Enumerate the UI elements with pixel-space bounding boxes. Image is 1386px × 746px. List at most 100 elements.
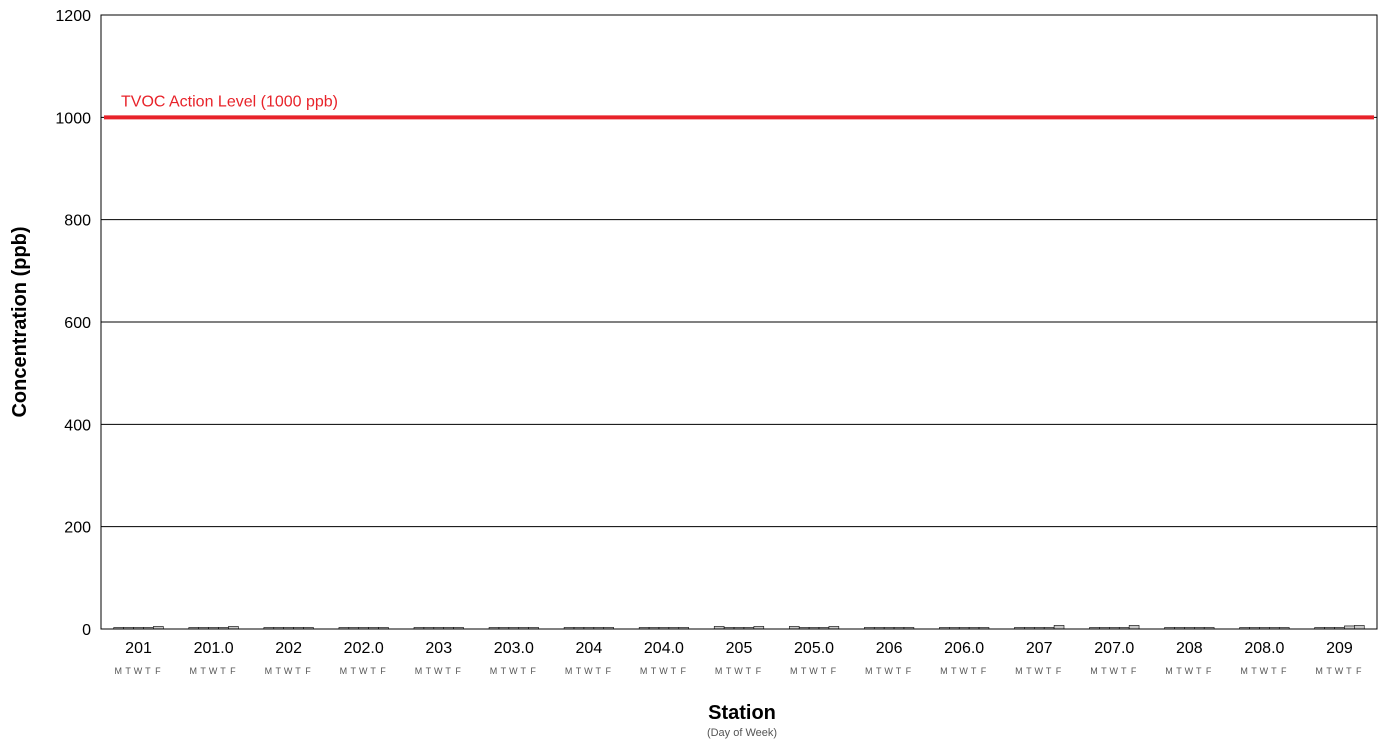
x-day-label: M [940, 666, 949, 676]
y-tick-label: 400 [64, 417, 91, 434]
x-day-label: F [230, 666, 237, 676]
x-day-label: F [1281, 666, 1288, 676]
x-category-label: 207.0 [1094, 640, 1134, 657]
x-category-label: 201 [125, 640, 152, 657]
x-day-label: F [1056, 666, 1063, 676]
x-day-label: F [1356, 666, 1363, 676]
x-day-label: T [671, 666, 678, 676]
x-day-label: F [530, 666, 537, 676]
x-day-label: M [1090, 666, 1099, 676]
x-day-label: T [876, 666, 883, 676]
x-day-label: T [1121, 666, 1128, 676]
x-day-label: M [1240, 666, 1249, 676]
x-day-label: M [415, 666, 424, 676]
x-day-label: W [659, 666, 669, 676]
x-day-label: F [380, 666, 387, 676]
bar [1053, 625, 1065, 630]
reference-line-label: TVOC Action Level (1000 ppb) [121, 93, 338, 110]
y-tick-labels: 0 200 400 600 800 1000 1200 [55, 8, 91, 639]
x-day-label: W [359, 666, 369, 676]
x-day-label: T [821, 666, 828, 676]
x-day-label: W [1110, 666, 1120, 676]
x-day-label: W [1185, 666, 1195, 676]
x-category-label: 205 [726, 640, 753, 657]
x-day-label: T [726, 666, 733, 676]
x-day-label: T [1271, 666, 1278, 676]
x-category-label: 205.0 [794, 640, 834, 657]
x-day-label: T [1196, 666, 1203, 676]
x-day-label: M [265, 666, 274, 676]
bar [1128, 625, 1140, 630]
x-category-label: 209 [1326, 640, 1353, 657]
y-axis-title: Concentration (ppb) [9, 226, 31, 417]
x-day-label: T [1326, 666, 1333, 676]
x-day-label: F [681, 666, 688, 676]
x-day-label: T [220, 666, 227, 676]
x-day-label: M [1315, 666, 1324, 676]
x-day-label: M [1015, 666, 1024, 676]
y-tick-label: 1000 [55, 110, 91, 127]
x-category-label: 204 [576, 640, 603, 657]
x-day-label: T [596, 666, 603, 676]
x-day-label: T [295, 666, 302, 676]
x-day-label: T [1346, 666, 1353, 676]
x-day-label: M [190, 666, 199, 676]
y-tick-label: 800 [64, 213, 91, 230]
x-day-label: T [445, 666, 452, 676]
x-category-label: 206 [876, 640, 903, 657]
y-tick-label: 0 [82, 622, 91, 639]
x-category-label: 203 [425, 640, 452, 657]
x-category-labels: 201 201.0 202 202.0 203 203.0 204 204.0 205 205.0… [125, 640, 1353, 657]
y-tick-label: 1200 [55, 8, 91, 25]
x-day-label: M [640, 666, 649, 676]
x-day-label: T [1046, 666, 1053, 676]
x-category-label: 207 [1026, 640, 1053, 657]
x-day-label: M [790, 666, 799, 676]
x-day-label: T [1176, 666, 1183, 676]
x-axis-title: Station [708, 702, 776, 724]
x-day-label: F [1206, 666, 1213, 676]
x-day-label: W [809, 666, 819, 676]
x-day-label: W [959, 666, 969, 676]
x-day-label: T [145, 666, 152, 676]
x-day-label: F [1131, 666, 1138, 676]
x-day-label: M [490, 666, 499, 676]
x-day-label: M [715, 666, 724, 676]
x-day-label: T [1101, 666, 1108, 676]
x-day-label: F [455, 666, 462, 676]
x-category-label: 202.0 [344, 640, 384, 657]
x-day-label: F [981, 666, 988, 676]
x-day-label: W [509, 666, 519, 676]
y-tick-label: 600 [64, 315, 91, 332]
x-day-label: T [896, 666, 903, 676]
x-day-label: T [200, 666, 207, 676]
x-category-label: 204.0 [644, 640, 684, 657]
x-day-label: T [275, 666, 282, 676]
x-category-label: 203.0 [494, 640, 534, 657]
x-day-label: T [351, 666, 358, 676]
x-day-label: W [1335, 666, 1345, 676]
x-category-label: 208.0 [1244, 640, 1284, 657]
x-day-label: T [801, 666, 808, 676]
plot-area [100, 14, 1378, 630]
x-day-label: T [1251, 666, 1258, 676]
x-day-label: T [651, 666, 658, 676]
x-category-label: 201.0 [194, 640, 234, 657]
x-day-label: W [284, 666, 294, 676]
x-day-label: W [1260, 666, 1270, 676]
x-day-label: T [576, 666, 583, 676]
x-day-label: T [125, 666, 132, 676]
x-day-label: M [1165, 666, 1174, 676]
reference-line-group: TVOC Action Level (1000 ppb) [104, 93, 1374, 120]
x-day-label: F [756, 666, 763, 676]
x-day-label: W [884, 666, 894, 676]
x-category-label: 206.0 [944, 640, 984, 657]
x-day-label: T [520, 666, 527, 676]
y-tick-label: 200 [64, 520, 91, 537]
x-day-label: W [584, 666, 594, 676]
x-day-label: W [434, 666, 444, 676]
x-day-label: W [209, 666, 219, 676]
x-day-label: T [370, 666, 377, 676]
